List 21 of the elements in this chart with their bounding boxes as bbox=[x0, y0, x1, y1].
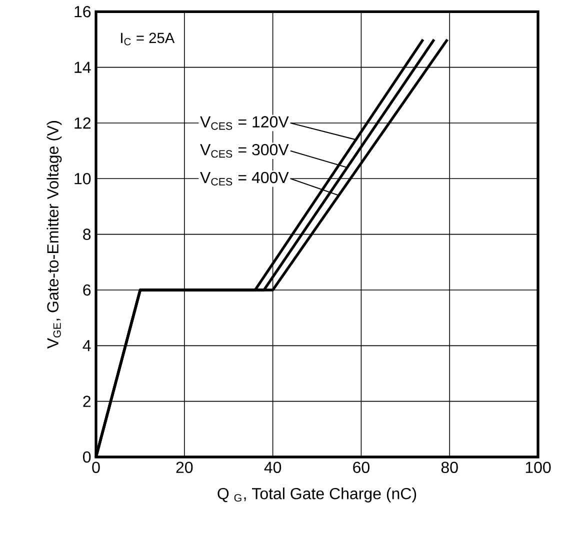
y-axis-title: V$_{GE}$, Gate-to-Emitter Voltage (V) bbox=[46, 121, 62, 349]
x-tick-label: 40 bbox=[264, 462, 282, 474]
annotation: I$_{C}$ = 25A bbox=[121, 32, 175, 46]
x-tick-label: 20 bbox=[176, 462, 193, 474]
y-tick-label: 14 bbox=[74, 62, 91, 73]
y-tick-label: 4 bbox=[82, 340, 91, 352]
y-tick-label: 0 bbox=[83, 451, 91, 463]
y-tick-label: 2 bbox=[83, 396, 90, 407]
y-tick-label: 12 bbox=[74, 117, 90, 129]
x-tick-label: 60 bbox=[353, 462, 370, 474]
x-tick-label: 0 bbox=[92, 462, 100, 474]
legend-label: V$_{CES}$ = 120V bbox=[200, 116, 289, 130]
y-tick-label: 10 bbox=[74, 173, 91, 184]
legend-label: V$_{CES}$ = 400V bbox=[200, 172, 289, 186]
y-tick-label: 6 bbox=[83, 284, 91, 296]
y-tick-label: 8 bbox=[83, 228, 91, 240]
x-tick-label: 80 bbox=[441, 462, 458, 474]
x-tick-label: 100 bbox=[526, 462, 551, 474]
x-axis-title: Q $_{G}$, Total Gate Charge (nC) bbox=[218, 488, 416, 502]
y-tick-label: 16 bbox=[74, 6, 91, 18]
legend-label: V$_{CES}$ = 300V bbox=[200, 144, 289, 158]
